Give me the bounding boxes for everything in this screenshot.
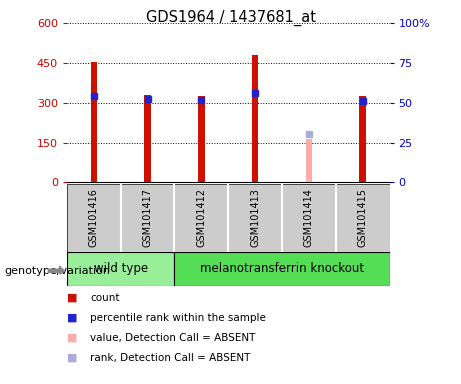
- Bar: [67, 252, 174, 286]
- Bar: [90, 62, 97, 182]
- Text: count: count: [90, 293, 119, 303]
- Text: GSM101417: GSM101417: [142, 189, 153, 247]
- Text: GSM101416: GSM101416: [89, 189, 99, 247]
- Bar: [252, 55, 258, 182]
- Text: ■: ■: [67, 353, 77, 362]
- Text: GSM101415: GSM101415: [358, 189, 368, 247]
- Text: value, Detection Call = ABSENT: value, Detection Call = ABSENT: [90, 333, 255, 343]
- Bar: [306, 139, 312, 182]
- Text: ■: ■: [67, 313, 77, 323]
- Text: GSM101412: GSM101412: [196, 189, 207, 247]
- Text: ■: ■: [67, 333, 77, 343]
- Text: GSM101413: GSM101413: [250, 189, 260, 247]
- Text: genotype/variation: genotype/variation: [5, 266, 111, 276]
- Bar: [144, 95, 151, 182]
- Text: melanotransferrin knockout: melanotransferrin knockout: [200, 262, 364, 275]
- Bar: [198, 96, 205, 182]
- Text: GSM101414: GSM101414: [304, 189, 314, 247]
- Text: wild type: wild type: [94, 262, 148, 275]
- Text: GDS1964 / 1437681_at: GDS1964 / 1437681_at: [146, 10, 315, 26]
- Text: ■: ■: [67, 293, 77, 303]
- Bar: [174, 252, 390, 286]
- Text: percentile rank within the sample: percentile rank within the sample: [90, 313, 266, 323]
- Bar: [360, 96, 366, 182]
- Text: rank, Detection Call = ABSENT: rank, Detection Call = ABSENT: [90, 353, 250, 362]
